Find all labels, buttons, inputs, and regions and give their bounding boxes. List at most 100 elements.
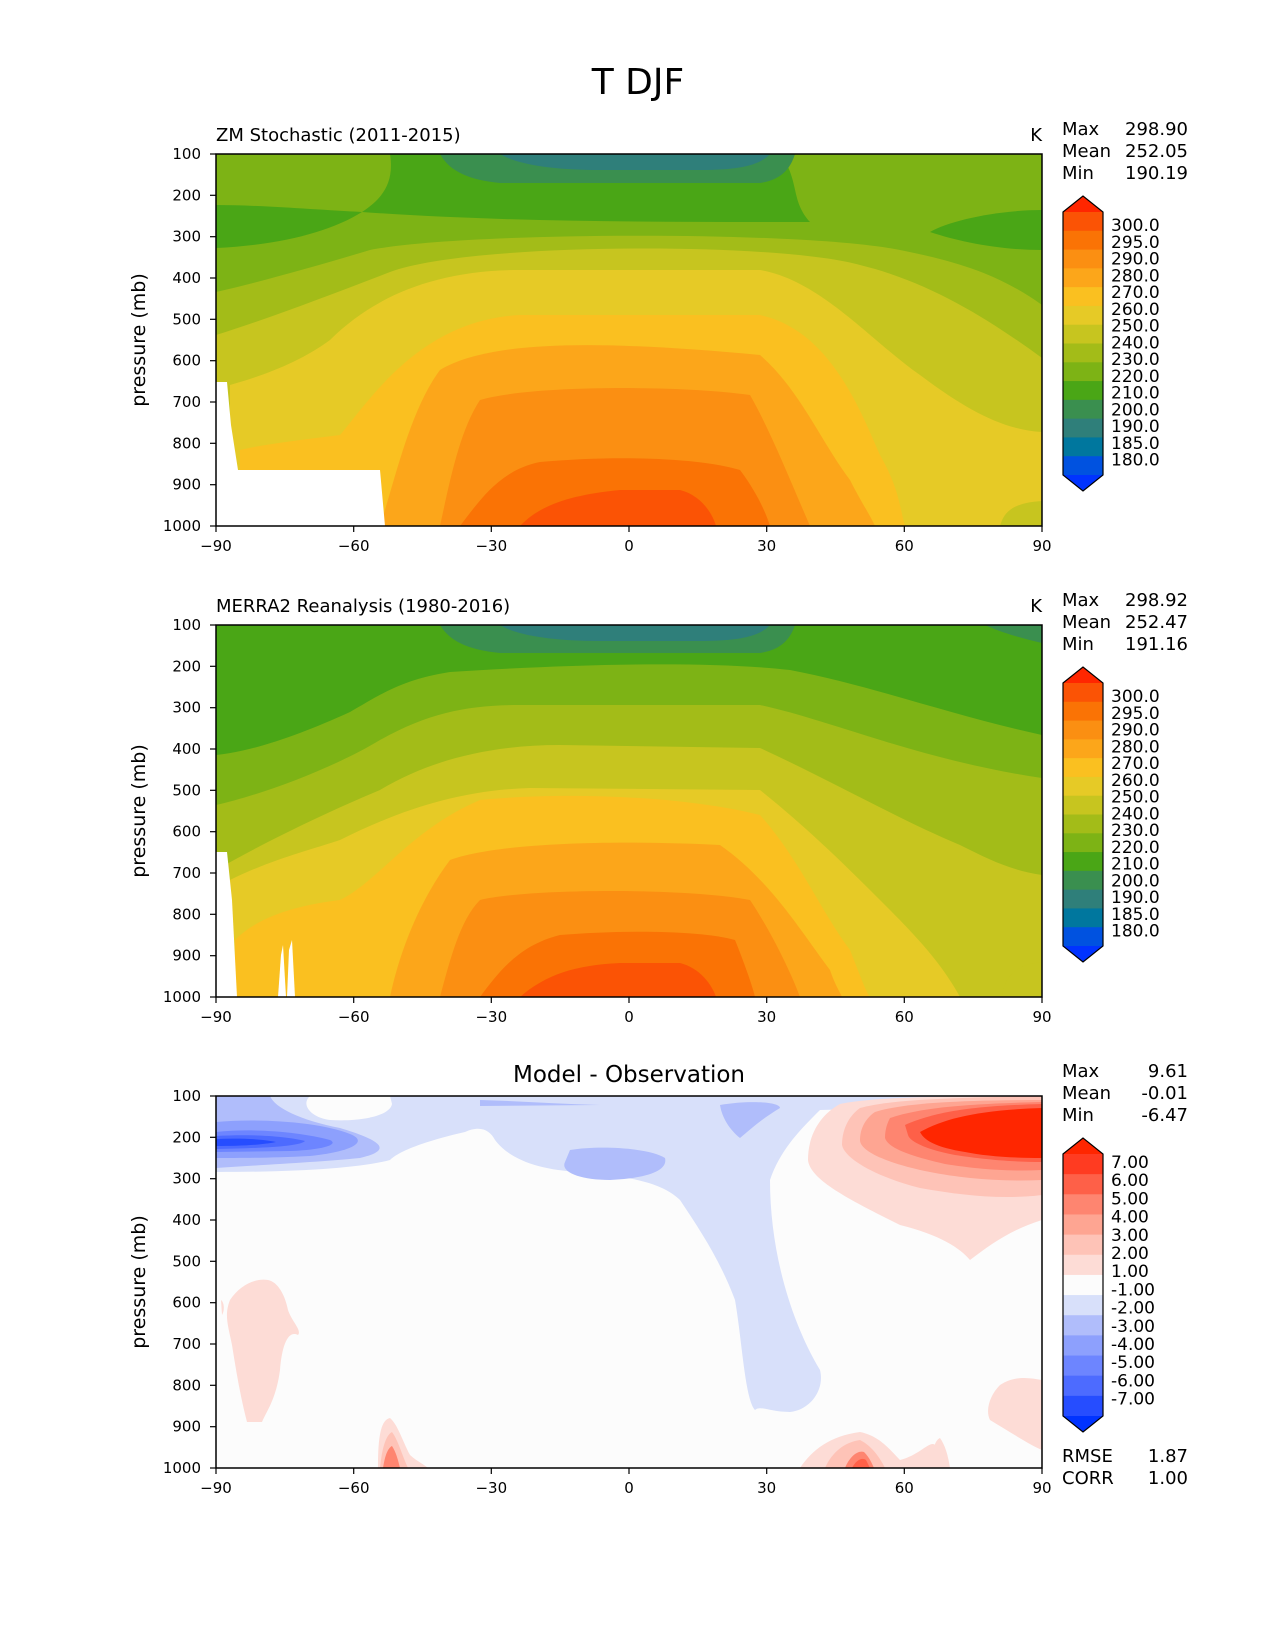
colorbar-swatch xyxy=(1063,418,1103,439)
y-tick-label: 300 xyxy=(172,228,201,246)
colorbar-swatch xyxy=(1063,324,1103,345)
colorbar-swatch xyxy=(1063,833,1103,853)
difference-colorbar: 7.006.005.004.003.002.001.00-1.00-2.00-3… xyxy=(1062,1137,1155,1433)
colorbar-swatch xyxy=(1063,1375,1103,1397)
x-tick-label: 60 xyxy=(895,537,914,555)
colorbar-label: 295.0 xyxy=(1111,704,1160,724)
stat-rmse-label: RMSE xyxy=(1062,1446,1113,1467)
figure-title: T DJF xyxy=(591,62,684,103)
colorbar-label: 270.0 xyxy=(1111,283,1160,303)
x-tick-label: 0 xyxy=(624,1479,634,1497)
colorbar-label: 300.0 xyxy=(1111,687,1160,707)
stat-min-value: 191.16 xyxy=(1125,634,1188,655)
colorbar-swatch xyxy=(1063,720,1103,740)
observation-plot-frame xyxy=(215,624,1043,998)
y-tick-label: 800 xyxy=(172,905,201,923)
x-tick-label: −60 xyxy=(338,1008,370,1026)
colorbar-label: -7.00 xyxy=(1111,1390,1155,1410)
y-tick-label: 400 xyxy=(172,1211,201,1229)
colorbar-swatch xyxy=(1063,814,1103,834)
colorbar-label: 230.0 xyxy=(1111,350,1160,370)
colorbar-swatch xyxy=(1063,908,1103,928)
y-tick-label: 500 xyxy=(172,1252,201,1270)
difference-y-axis-label: pressure (mb) xyxy=(128,1215,150,1349)
stat-mean-label: Mean xyxy=(1062,141,1111,162)
colorbar-swatch xyxy=(1063,249,1103,269)
colorbar-label: 230.0 xyxy=(1111,821,1160,841)
observation-x-ticks: −90 −60 −30 0 30 60 90 xyxy=(200,997,1052,1026)
y-tick-label: 900 xyxy=(172,1418,201,1436)
y-tick-label: 500 xyxy=(172,310,201,328)
colorbar-swatch xyxy=(1063,1154,1103,1175)
colorbar-swatch xyxy=(1063,1214,1103,1236)
x-tick-label: 90 xyxy=(1032,1008,1051,1026)
x-tick-label: −30 xyxy=(475,1008,507,1026)
y-tick-label: 1000 xyxy=(163,988,201,1006)
stat-mean-label: Mean xyxy=(1062,1083,1111,1104)
colorbar-label: 280.0 xyxy=(1111,737,1160,757)
colorbar-outline xyxy=(1062,195,1104,492)
stat-mean-value: 252.05 xyxy=(1125,141,1188,162)
difference-plot-frame xyxy=(215,1095,1043,1469)
stat-max-value: 298.92 xyxy=(1125,590,1188,611)
x-tick-label: −90 xyxy=(200,537,232,555)
colorbar-label: 260.0 xyxy=(1111,300,1160,320)
colorbar-swatch xyxy=(1063,1335,1103,1357)
colorbar-swatch xyxy=(1063,870,1103,891)
y-tick-label: 600 xyxy=(172,1294,201,1312)
colorbar-label: 210.0 xyxy=(1111,384,1160,404)
y-tick-label: 700 xyxy=(172,1335,201,1353)
colorbar-swatch xyxy=(1063,1254,1103,1276)
difference-panel-title: Model - Observation xyxy=(513,1062,745,1088)
y-tick-label: 800 xyxy=(172,434,201,452)
colorbar-extension-top xyxy=(1063,1138,1103,1154)
x-tick-label: −30 xyxy=(475,1479,507,1497)
y-tick-label: 300 xyxy=(172,699,201,717)
colorbar-extension-bottom xyxy=(1063,1416,1103,1432)
y-tick-label: 600 xyxy=(172,823,201,841)
stat-rmse-value: 1.87 xyxy=(1148,1446,1188,1467)
colorbar-swatch xyxy=(1063,1395,1103,1417)
colorbar-swatch xyxy=(1063,212,1103,232)
y-tick-label: 100 xyxy=(172,1087,201,1105)
observation-y-axis-label: pressure (mb) xyxy=(128,744,150,878)
colorbar-swatch xyxy=(1063,852,1103,872)
x-tick-label: −90 xyxy=(200,1479,232,1497)
colorbar-label: 270.0 xyxy=(1111,754,1160,774)
stat-corr-label: CORR xyxy=(1062,1468,1114,1489)
colorbar-swatch xyxy=(1063,701,1103,722)
colorbar-label: -1.00 xyxy=(1111,1280,1155,1300)
y-tick-label: 1000 xyxy=(163,1459,201,1477)
stat-max-value: 9.61 xyxy=(1148,1061,1188,1082)
colorbar-swatch xyxy=(1063,739,1103,759)
colorbar-label: 240.0 xyxy=(1111,804,1160,824)
colorbar-label: 220.0 xyxy=(1111,367,1160,387)
colorbar-label: -2.00 xyxy=(1111,1299,1155,1319)
observation-colorbar: 300.0295.0290.0280.0270.0260.0250.0240.0… xyxy=(1062,666,1160,963)
colorbar-label: 6.00 xyxy=(1111,1171,1149,1191)
y-tick-label: 1000 xyxy=(163,517,201,535)
y-tick-label: 200 xyxy=(172,186,201,204)
colorbar-label: 260.0 xyxy=(1111,771,1160,791)
stat-min-label: Min xyxy=(1062,163,1094,184)
x-tick-label: 0 xyxy=(624,1008,634,1026)
colorbar-swatch xyxy=(1063,1315,1103,1336)
colorbar-swatch xyxy=(1063,305,1103,326)
x-tick-label: −60 xyxy=(338,1479,370,1497)
colorbar-label: 290.0 xyxy=(1111,250,1160,270)
colorbar-label: 180.0 xyxy=(1111,922,1160,942)
observation-y-ticks: 100 200 300 400 500 600 700 800 900 1000 xyxy=(163,616,216,1006)
colorbar-swatch xyxy=(1063,889,1103,910)
y-tick-label: 900 xyxy=(172,476,201,494)
colorbar-label: 190.0 xyxy=(1111,417,1160,437)
difference-x-ticks: −90 −60 −30 0 30 60 90 xyxy=(200,1468,1052,1497)
model-contour-field xyxy=(216,154,1042,526)
colorbar-swatch xyxy=(1063,758,1103,778)
colorbar-label: 1.00 xyxy=(1111,1262,1149,1282)
stat-min-label: Min xyxy=(1062,634,1094,655)
colorbar-swatch xyxy=(1063,268,1103,288)
colorbar-swatch xyxy=(1063,1174,1103,1195)
stat-max-label: Max xyxy=(1062,590,1100,611)
colorbar-label: 250.0 xyxy=(1111,317,1160,337)
